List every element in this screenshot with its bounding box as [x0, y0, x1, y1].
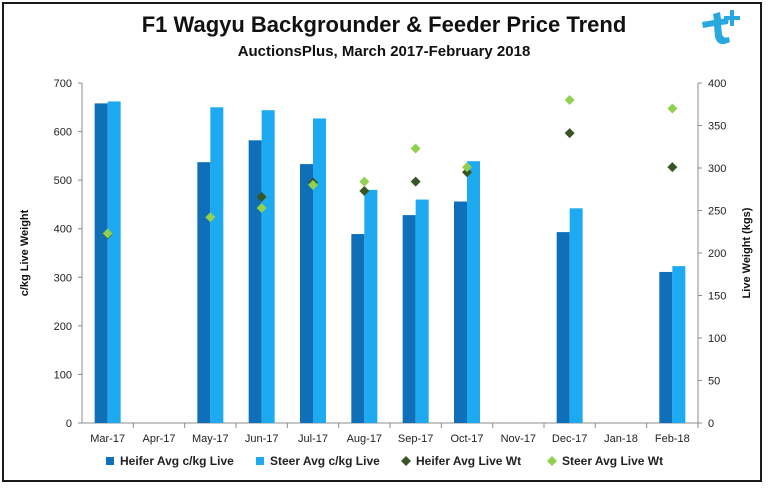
bar-heifer: [94, 103, 108, 424]
x-tick-label: Oct-17: [450, 433, 483, 445]
y2-tick-label: 0: [708, 418, 714, 430]
marker-steer-live-wt: [205, 212, 216, 223]
bar-steer: [569, 208, 583, 423]
y2-tick-label: 150: [708, 291, 726, 303]
bar-steer: [210, 107, 224, 424]
marker-heifer-live-wt: [462, 167, 472, 178]
y2-tick-label: 250: [708, 206, 726, 218]
bar-steer: [313, 118, 326, 423]
y-axis-title: c/kg Live Weight: [19, 209, 31, 296]
bar-heifer: [248, 140, 262, 424]
x-tick-label: Jan-18: [604, 433, 638, 445]
x-tick-label: Mar-17: [90, 433, 125, 445]
x-tick-label: Sep-17: [398, 433, 433, 445]
legend-label: Heifer Avg Live Wt: [416, 454, 521, 468]
marker-steer-live-wt: [308, 180, 318, 190]
chart-subtitle: AuctionsPlus, March 2017-February 2018: [237, 43, 531, 60]
marker-steer-live-wt: [667, 103, 678, 114]
bar-steer: [364, 189, 378, 423]
x-tick-label: Apr-17: [142, 433, 175, 445]
marker-heifer-live-wt: [359, 185, 370, 196]
marker-steer-live-wt: [410, 143, 421, 154]
bar-heifer: [659, 271, 673, 423]
legend-label: Heifer Avg c/kg Live: [120, 454, 234, 468]
y-tick-label: 600: [54, 127, 72, 139]
bar-heifer: [402, 215, 416, 423]
x-tick-label: Jun-17: [245, 433, 279, 445]
chart-title: F1 Wagyu Backgrounder & Feeder Price Tre…: [141, 12, 627, 37]
marker-heifer-live-wt: [564, 128, 575, 139]
chart-frame: [2, 2, 762, 482]
marker-steer-live-wt: [256, 202, 267, 213]
legend-swatch: [401, 456, 411, 466]
auctionsplus-logo-icon: [702, 10, 740, 45]
y2-axis-title: Live Weight (kgs): [741, 207, 753, 298]
y-tick-label: 200: [54, 321, 72, 333]
marker-steer-live-wt: [564, 95, 575, 105]
bar-heifer: [197, 162, 211, 423]
y-tick-label: 500: [54, 175, 72, 187]
legend-swatch: [547, 456, 557, 466]
marker-heifer-live-wt: [410, 176, 421, 187]
y-tick-label: 700: [54, 78, 72, 90]
y2-tick-label: 200: [708, 248, 726, 260]
legend-label: Steer Avg Live Wt: [562, 454, 663, 468]
bar-heifer: [454, 201, 467, 423]
x-tick-label: Aug-17: [347, 433, 382, 445]
bar-steer: [261, 110, 275, 423]
legend-swatch: [106, 457, 114, 465]
x-tick-label: Jul-17: [298, 433, 328, 445]
x-tick-label: Feb-18: [655, 433, 690, 445]
bar-heifer: [300, 164, 313, 423]
marker-heifer-live-wt: [256, 191, 267, 202]
y2-tick-label: 50: [708, 376, 720, 388]
x-tick-label: Dec-17: [552, 433, 587, 445]
y-tick-label: 100: [54, 369, 72, 381]
x-tick-label: May-17: [192, 433, 229, 445]
y-tick-label: 0: [66, 418, 72, 430]
marker-heifer-live-wt: [667, 162, 678, 173]
bar-steer: [415, 199, 429, 423]
y-tick-label: 400: [54, 224, 72, 236]
x-tick-label: Nov-17: [501, 433, 536, 445]
y2-tick-label: 100: [708, 333, 726, 345]
bar-heifer: [556, 232, 570, 423]
marker-steer-live-wt: [359, 176, 370, 187]
bar-heifer: [351, 234, 365, 423]
y2-tick-label: 300: [708, 163, 726, 175]
marker-steer-live-wt: [102, 228, 113, 239]
bar-steer: [107, 101, 121, 423]
marker-steer-live-wt: [462, 162, 472, 173]
bar-steer: [467, 161, 480, 423]
bar-steer: [672, 266, 686, 423]
y-tick-label: 300: [54, 272, 72, 284]
y2-tick-label: 400: [708, 78, 726, 90]
legend-label: Steer Avg c/kg Live: [270, 454, 380, 468]
y2-tick-label: 350: [708, 121, 726, 133]
legend-swatch: [256, 457, 264, 465]
